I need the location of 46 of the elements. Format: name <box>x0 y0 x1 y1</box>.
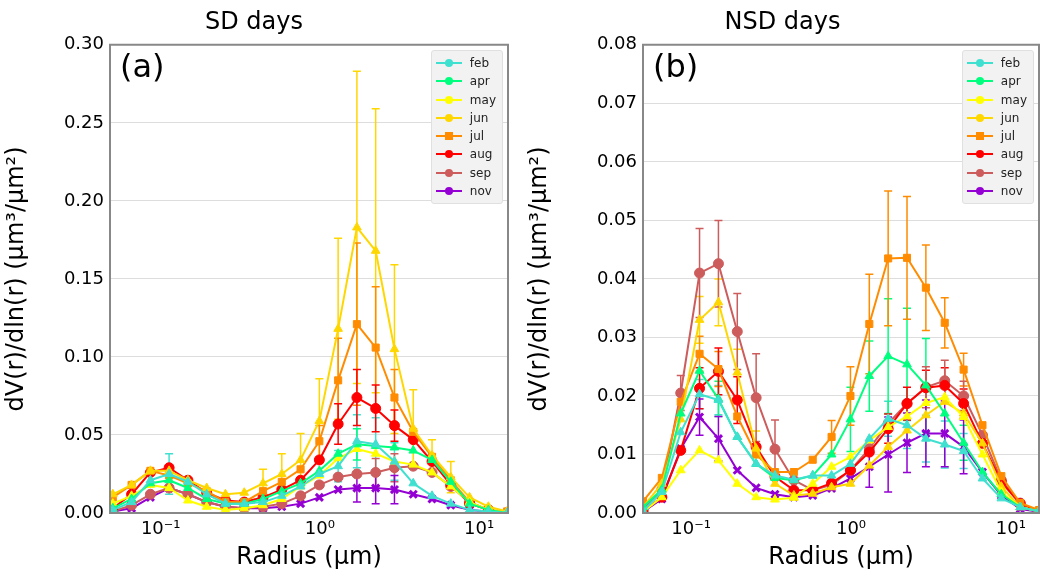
legend-label: aug <box>469 147 493 162</box>
y-tick-label: 0.25 <box>63 110 104 132</box>
legend-label: aug <box>1000 147 1024 162</box>
legend-label: nov <box>1000 184 1023 199</box>
annotation: (a) <box>120 47 165 86</box>
y-tick-label: 0.05 <box>63 422 104 444</box>
y-tick-label: 0.10 <box>63 344 104 366</box>
x-axis-title: Radius (μm) <box>236 541 382 570</box>
y-tick-label: 0.00 <box>63 500 104 522</box>
legend-label: jul <box>1000 129 1016 144</box>
legend-label: feb <box>1000 55 1021 70</box>
x-tick-label: 10¹ <box>463 517 495 539</box>
x-tick-label: 10⁻¹ <box>671 517 711 539</box>
legend-label: may <box>1000 92 1027 107</box>
y-tick-label: 0.01 <box>596 442 637 464</box>
y-tick-label: 0.06 <box>596 149 637 171</box>
y-tick-label: 0.20 <box>63 188 104 210</box>
y-tick-label: 0.15 <box>63 266 104 288</box>
legend-label: jun <box>469 110 489 125</box>
y-tick-label: 0.02 <box>596 383 637 405</box>
y-tick-label: 0.04 <box>596 266 637 288</box>
y-tick-label: 0.05 <box>596 208 637 230</box>
legend-label: apr <box>469 74 490 89</box>
chart-title: NSD days <box>724 6 841 35</box>
legend-label: apr <box>1000 74 1021 89</box>
y-axis-title: dV(r)/dln(r) (μm³/μm²) <box>0 146 29 412</box>
x-tick-label: 10⁻¹ <box>140 517 181 539</box>
chart-title: SD days <box>205 6 303 35</box>
y-tick-label: 0.03 <box>596 325 637 347</box>
annotation: (b) <box>653 47 699 86</box>
legend-label: jun <box>1000 110 1020 125</box>
x-tick-label: 10⁰ <box>304 517 335 539</box>
y-tick-label: 0.07 <box>596 91 637 112</box>
legend-label: jul <box>469 129 485 144</box>
x-axis-title: Radius (μm) <box>768 541 914 570</box>
legend-label: sep <box>1000 165 1023 180</box>
y-axis-title: dV(r)/dln(r) (μm³/μm²) <box>523 146 552 412</box>
legend-label: feb <box>469 55 490 70</box>
legend-label: sep <box>469 165 492 180</box>
x-tick-label: 10¹ <box>995 517 1026 539</box>
y-tick-label: 0.08 <box>596 32 637 54</box>
legend-label: nov <box>469 184 492 199</box>
y-tick-label: 0.00 <box>596 500 637 522</box>
x-tick-label: 10⁰ <box>835 517 867 539</box>
legend-label: may <box>469 92 496 107</box>
y-tick-label: 0.30 <box>63 32 104 54</box>
